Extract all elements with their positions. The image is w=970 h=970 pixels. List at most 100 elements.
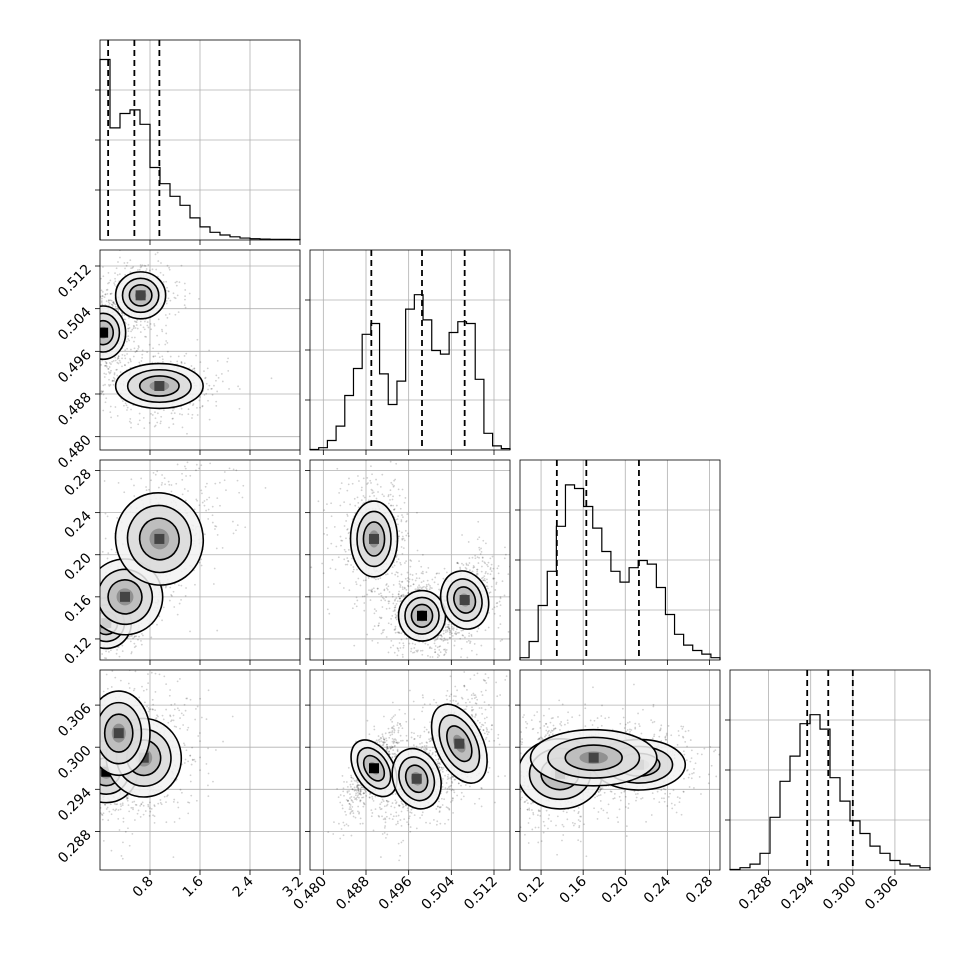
sample-point — [96, 361, 98, 363]
sample-point — [495, 581, 498, 584]
sample-point — [200, 464, 203, 467]
sample-point — [100, 392, 103, 395]
sample-point — [93, 324, 95, 326]
sample-point — [141, 357, 144, 359]
sample-point — [117, 666, 119, 668]
sample-point — [416, 511, 418, 514]
sample-point — [88, 620, 90, 622]
sample-point — [159, 271, 162, 274]
sample-point — [397, 488, 400, 491]
sample-point — [76, 346, 78, 348]
sample-point — [393, 508, 396, 510]
sample-point — [330, 502, 333, 505]
sample-point — [89, 332, 91, 334]
sample-point — [93, 592, 95, 594]
sample-point — [97, 429, 99, 431]
sample-point — [438, 572, 440, 575]
sample-point — [133, 636, 136, 638]
sample-point — [397, 593, 400, 596]
sample-point — [480, 550, 483, 553]
sample-point — [113, 378, 116, 380]
sample-point — [170, 490, 173, 493]
sample-point — [145, 489, 148, 492]
sample-point — [376, 587, 379, 590]
sample-point — [88, 637, 90, 639]
sample-point — [400, 595, 403, 597]
sample-point — [379, 485, 382, 488]
sample-point — [91, 616, 93, 618]
sample-point — [470, 635, 473, 637]
sample-point — [79, 663, 81, 665]
sample-point — [95, 591, 97, 593]
sample-point — [168, 266, 170, 269]
sample-point — [84, 344, 86, 346]
sample-point — [409, 585, 412, 587]
sample-point — [207, 388, 209, 391]
sample-point — [216, 359, 219, 362]
sample-point — [462, 634, 464, 637]
sample-point — [397, 558, 400, 561]
sample-point — [429, 656, 432, 658]
sample-point — [482, 579, 484, 582]
sample-point — [394, 478, 397, 481]
sample-point — [181, 493, 184, 496]
sample-point — [203, 533, 206, 536]
sample-point — [395, 571, 398, 574]
sample-point — [88, 622, 90, 624]
sample-point — [346, 513, 349, 516]
sample-point — [381, 596, 384, 599]
sample-point — [76, 350, 78, 352]
sample-point — [360, 489, 363, 492]
sample-point — [171, 417, 174, 420]
sample-point — [442, 629, 445, 632]
sample-point — [95, 333, 97, 335]
sample-point — [423, 585, 425, 588]
sample-point — [357, 577, 360, 580]
sample-point — [65, 637, 67, 639]
sample-point — [329, 567, 332, 570]
sample-point — [484, 572, 487, 575]
sample-point — [442, 640, 445, 642]
sample-point — [95, 357, 97, 359]
sample-point — [385, 596, 387, 598]
sample-point — [399, 586, 402, 588]
sample-point — [326, 608, 329, 611]
sample-point — [166, 350, 169, 353]
sample-point — [339, 504, 342, 507]
sample-point — [95, 623, 97, 625]
sample-point — [140, 477, 143, 480]
sample-point — [473, 643, 476, 645]
sample-point — [421, 653, 424, 656]
sample-point — [270, 377, 273, 380]
sample-point — [97, 368, 99, 370]
sample-point — [59, 620, 61, 622]
sample-point — [116, 374, 119, 377]
sample-point — [493, 577, 496, 580]
sample-point — [469, 569, 471, 572]
sample-point — [94, 618, 96, 620]
sample-point — [447, 625, 450, 628]
sample-point — [371, 489, 374, 492]
sample-point — [165, 340, 168, 342]
sample-point — [138, 412, 141, 415]
sample-point — [167, 290, 170, 293]
sample-point — [97, 345, 99, 347]
sample-point — [391, 572, 393, 575]
sample-point — [440, 638, 443, 641]
sample-point — [184, 306, 187, 309]
sample-point — [126, 353, 128, 355]
sample-point — [465, 563, 468, 566]
sample-point — [137, 347, 139, 350]
sample-point — [397, 666, 399, 668]
sample-point — [483, 577, 486, 580]
sample-point — [457, 562, 460, 565]
sample-point — [91, 625, 93, 627]
sample-point — [73, 639, 75, 641]
sample-point — [356, 496, 359, 499]
sample-point — [370, 590, 373, 592]
contour-line — [446, 578, 483, 622]
sample-point — [92, 343, 94, 345]
sample-point — [170, 484, 173, 486]
sample-point — [85, 613, 87, 615]
sample-point — [95, 599, 97, 601]
